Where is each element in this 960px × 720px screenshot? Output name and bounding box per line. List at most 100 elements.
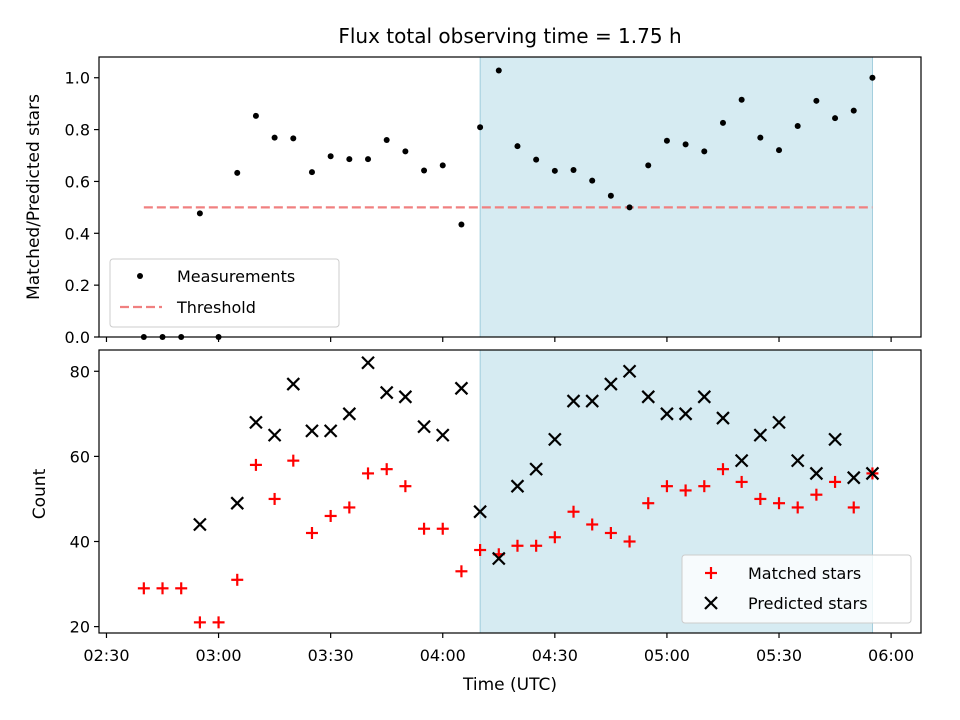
bottom-legend: Matched stars Predicted stars: [681, 554, 912, 624]
legend-predicted-label: Predicted stars: [748, 594, 868, 613]
predicted-star-point: [529, 462, 543, 476]
matched-star-point: [791, 501, 804, 514]
measurement-point: [327, 153, 334, 160]
measurement-point: [607, 192, 614, 199]
measurement-point: [776, 147, 783, 154]
measurement-point: [196, 210, 203, 217]
matched-star-point: [305, 526, 318, 539]
matched-star-point: [268, 492, 281, 505]
matched-star-point: [567, 505, 580, 518]
predicted-star-point: [660, 407, 674, 421]
predicted-star-point: [734, 453, 749, 468]
measurement-point: [589, 177, 596, 184]
predicted-star-point: [828, 432, 842, 447]
matched-star-point: [586, 518, 599, 531]
predicted-star-point: [286, 377, 301, 391]
matched-star-point: [399, 480, 412, 493]
measurement-point: [290, 135, 297, 142]
matched-star-point: [436, 522, 449, 535]
matched-star-point: [511, 539, 524, 552]
measurement-point: [570, 167, 577, 174]
bottom-y-tick-label: 40: [70, 533, 90, 552]
predicted-star-point: [249, 415, 263, 430]
matched-star-point: [380, 463, 393, 476]
bottom-y-axis-label: Count: [30, 468, 50, 519]
x-tick-label: 05:00: [644, 646, 690, 665]
x-tick-label: 06:00: [868, 646, 914, 665]
matched-star-point: [418, 522, 431, 535]
measurement-point: [645, 162, 652, 169]
legend-matched-marker: [705, 567, 717, 579]
measurement-point: [234, 169, 241, 176]
top-legend-box: [109, 258, 340, 328]
x-tick-label: 04:30: [532, 646, 578, 665]
measurement-point: [663, 137, 670, 144]
top-y-tick-label: 0.2: [65, 276, 90, 295]
measurement-point: [495, 67, 502, 74]
predicted-star-point: [678, 407, 693, 421]
predicted-stars-points: [193, 355, 880, 566]
bottom-y-tick-label: 80: [70, 362, 90, 381]
x-tick-label: 03:00: [196, 646, 242, 665]
measurement-point: [682, 141, 689, 148]
top-legend: Measurements Threshold: [109, 258, 340, 328]
legend-measurements-label: Measurements: [177, 267, 295, 286]
top-x-ticks: [105, 337, 892, 342]
matched-star-point: [829, 475, 842, 488]
predicted-star-point: [379, 385, 394, 400]
predicted-star-point: [846, 470, 861, 485]
measurement-point: [365, 156, 372, 163]
predicted-star-point: [716, 411, 730, 425]
top-panel: 0.0 0.2 0.4 0.6 0.8 1.0 Matched/Predicted sta…: [24, 56, 922, 347]
x-tick-label: 02:30: [83, 646, 129, 665]
matched-star-point: [231, 573, 244, 586]
x-tick-label: 03:30: [308, 646, 354, 665]
predicted-star-point: [492, 551, 506, 566]
legend-measurements-marker: [137, 273, 143, 279]
measurement-point: [533, 156, 540, 163]
measurement-point: [757, 134, 764, 141]
matched-star-point: [362, 467, 375, 480]
bottom-y-tick-label: 60: [70, 447, 90, 466]
chart-title: Flux total observing time = 1.75 h: [338, 24, 681, 48]
matched-star-point: [698, 480, 711, 493]
bottom-plot-frame: [98, 349, 922, 634]
matched-star-point: [754, 492, 767, 505]
measurement-point: [439, 162, 446, 169]
measurement-point: [551, 167, 558, 174]
measurement-point: [813, 97, 820, 104]
bottom-y-tick-label: 20: [70, 618, 90, 637]
matched-star-point: [642, 497, 655, 510]
matched-star-point: [455, 565, 468, 578]
matched-star-point: [679, 484, 692, 497]
predicted-star-point: [641, 390, 656, 404]
matched-star-point: [212, 616, 225, 629]
measurement-point: [514, 143, 521, 150]
matched-star-point: [474, 544, 487, 557]
predicted-star-point: [473, 504, 487, 519]
predicted-star-point: [323, 424, 338, 438]
measurement-point: [402, 148, 409, 155]
predicted-star-point: [305, 424, 319, 438]
measurement-point: [252, 112, 259, 119]
measurement-point: [738, 96, 745, 103]
predicted-star-point: [772, 415, 786, 430]
matched-stars-points: [137, 454, 879, 629]
matched-star-point: [773, 497, 786, 510]
measurement-point: [458, 221, 465, 228]
predicted-star-point: [230, 496, 245, 510]
matched-star-point: [137, 582, 150, 595]
predicted-star-point: [566, 394, 581, 408]
matched-star-point: [530, 539, 543, 552]
bottom-legend-box: [681, 554, 912, 624]
matched-star-point: [287, 454, 300, 467]
predicted-star-point: [193, 517, 207, 532]
bottom-x-ticks: 02:30 03:00 03:30 04:00 04:30 05:00 05:30 06:00: [83, 633, 914, 665]
matched-star-point: [548, 531, 561, 544]
matched-star-point: [735, 475, 748, 488]
top-shaded-region: [479, 56, 873, 338]
predicted-star-point: [454, 381, 469, 396]
x-axis-label: Time (UTC): [462, 675, 557, 695]
matched-star-point: [249, 458, 262, 471]
